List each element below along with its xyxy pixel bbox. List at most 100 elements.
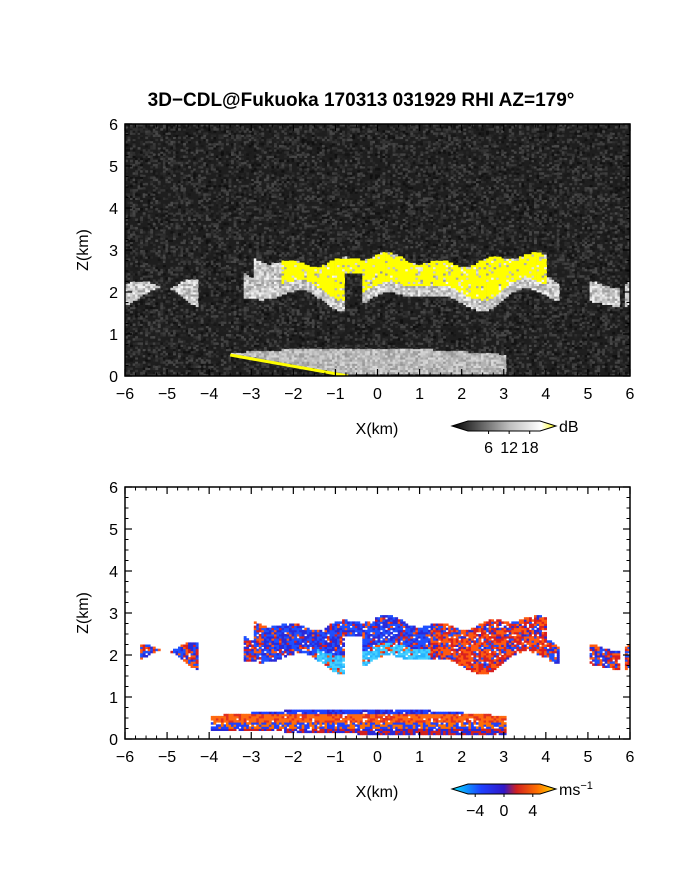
field-cell [213, 182, 217, 186]
field-cell [274, 189, 277, 192]
field-cell [155, 289, 159, 293]
field-cell [160, 149, 164, 152]
field-cell [145, 277, 149, 280]
field-cell [228, 367, 232, 371]
field-cell [271, 176, 275, 179]
field-cell [173, 233, 176, 236]
field-cell [150, 275, 154, 278]
field-cell [165, 247, 169, 251]
field-cell [289, 254, 292, 257]
field-cell [183, 300, 186, 303]
field-cell [135, 159, 138, 163]
field-cell [155, 208, 159, 211]
field-cell [147, 151, 151, 154]
field-cell [198, 182, 202, 186]
field-cell [289, 329, 292, 333]
field-cell [274, 310, 277, 314]
field-cell [127, 352, 131, 356]
field-cell [294, 155, 298, 158]
field-cell [180, 250, 184, 253]
field-cell [145, 367, 149, 371]
field-cell [286, 191, 290, 194]
field-cell [193, 281, 197, 284]
field-cell [175, 201, 179, 205]
field-cell [226, 334, 229, 337]
field-cell [248, 367, 252, 371]
field-cell [248, 304, 252, 308]
field-cell [286, 180, 290, 184]
field-cell [203, 317, 207, 320]
field-cell [152, 136, 156, 140]
field-cell [268, 138, 272, 142]
field-cell [203, 235, 207, 238]
field-cell [268, 229, 272, 232]
field-cell [231, 195, 234, 198]
field-cell [238, 281, 242, 284]
field-cell [155, 334, 159, 337]
field-cell [155, 271, 159, 274]
field-cell [296, 147, 300, 150]
field-cell [200, 331, 204, 335]
field-cell [215, 222, 219, 226]
field-cell [223, 317, 227, 320]
field-cell [125, 302, 128, 305]
field-cell [145, 281, 149, 284]
field-cell [291, 348, 295, 352]
field-cell [185, 163, 189, 167]
field-cell [155, 308, 159, 312]
field-cell [132, 138, 136, 142]
field-cell [299, 363, 303, 366]
field-cell [289, 268, 292, 272]
field-cell [173, 273, 176, 276]
field-cell [203, 134, 207, 137]
field-cell [167, 313, 171, 316]
field-cell [185, 151, 189, 154]
field-cell [220, 189, 224, 192]
field-cell [205, 151, 209, 154]
field-cell [162, 371, 166, 375]
field-cell [130, 367, 133, 371]
field-cell [140, 296, 143, 299]
field-cell [157, 231, 161, 234]
field-cell [178, 296, 181, 299]
field-cell [261, 296, 265, 299]
field-cell [233, 327, 237, 331]
field-cell [253, 338, 257, 341]
field-cell [208, 138, 212, 142]
field-cell [268, 220, 272, 224]
field-cell [132, 264, 136, 268]
field-cell [170, 201, 174, 205]
field-cell [185, 203, 189, 207]
field-cell [137, 124, 141, 127]
field-cell [142, 126, 146, 129]
field-cell [266, 287, 270, 291]
field-cell [180, 180, 184, 184]
field-cell [135, 229, 138, 232]
field-cell [274, 306, 277, 310]
field-cell [183, 161, 186, 165]
field-cell [213, 189, 217, 192]
field-cell [170, 361, 174, 364]
field-cell [271, 294, 275, 297]
field-cell [256, 369, 260, 373]
field-cell [162, 159, 166, 163]
field-cell [170, 245, 174, 249]
field-cell [205, 182, 209, 186]
field-cell [251, 199, 255, 203]
field-cell [286, 344, 290, 347]
field-cell [258, 254, 262, 257]
field-cell [274, 283, 277, 287]
field-cell [261, 237, 265, 240]
field-cell [183, 149, 186, 152]
field-cell [223, 304, 227, 308]
field-cell [180, 363, 184, 366]
field-cell [198, 222, 202, 226]
field-cell [188, 289, 191, 293]
field-cell [220, 300, 224, 303]
field-cell [253, 329, 257, 333]
field-cell [228, 134, 232, 137]
field-cell [233, 361, 237, 364]
field-cell [294, 277, 298, 280]
field-cell [261, 264, 265, 268]
field-cell [286, 355, 290, 358]
